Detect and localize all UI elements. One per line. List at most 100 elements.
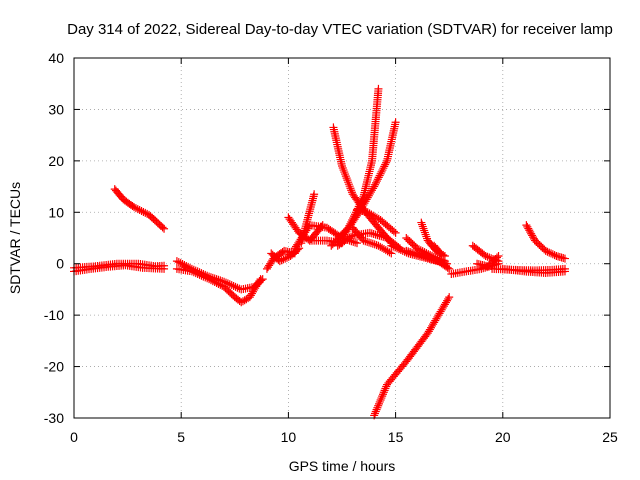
data-point	[413, 244, 422, 253]
data-point	[385, 248, 394, 257]
data-point	[380, 162, 389, 171]
data-point	[282, 253, 291, 262]
data-point	[436, 249, 445, 258]
data-point	[524, 224, 533, 233]
data-point	[419, 224, 428, 233]
data-point	[174, 258, 183, 267]
data-point	[526, 228, 535, 236]
data-point	[374, 399, 383, 408]
data-point	[178, 260, 187, 269]
data-point	[369, 184, 378, 193]
data-point	[347, 188, 356, 197]
data-point	[548, 250, 557, 259]
data-point	[339, 166, 348, 175]
data-point	[310, 190, 319, 199]
data-point	[380, 386, 389, 395]
data-points	[70, 84, 569, 420]
x-tick-label: 25	[602, 429, 618, 445]
data-point	[238, 297, 247, 306]
data-point	[418, 247, 427, 256]
data-point	[426, 251, 435, 260]
data-point	[370, 409, 379, 418]
data-point	[342, 174, 351, 183]
data-point	[347, 232, 356, 241]
data-point	[377, 167, 386, 176]
data-point	[483, 252, 492, 261]
data-point	[523, 222, 532, 231]
data-point	[379, 390, 388, 399]
data-point	[376, 169, 385, 178]
series-arc-2	[70, 259, 169, 272]
data-point	[361, 237, 370, 246]
data-point	[216, 276, 225, 285]
data-point	[187, 264, 196, 273]
data-point	[373, 403, 382, 412]
series-arc-13	[327, 84, 383, 250]
data-point	[366, 239, 375, 248]
data-point	[363, 237, 372, 246]
data-point	[379, 388, 388, 397]
data-point	[424, 250, 433, 259]
data-point	[345, 182, 354, 191]
data-point	[233, 283, 242, 292]
data-point	[374, 173, 383, 182]
data-point	[191, 266, 200, 275]
data-point	[423, 234, 432, 243]
data-point	[445, 293, 454, 302]
series-arc-4	[172, 264, 265, 307]
series-arc-21	[402, 234, 449, 266]
data-point	[220, 277, 229, 286]
data-point	[373, 175, 382, 184]
data-point	[543, 247, 552, 256]
data-point	[346, 184, 355, 193]
data-point	[221, 278, 230, 287]
data-point	[560, 267, 569, 276]
data-point	[223, 279, 232, 288]
y-tick-label: 30	[48, 101, 64, 117]
data-point	[281, 254, 290, 263]
data-point	[370, 182, 379, 191]
data-point	[396, 246, 405, 254]
x-tick-label: 15	[388, 429, 404, 445]
data-point	[377, 394, 386, 403]
data-point	[382, 158, 391, 167]
data-point	[184, 262, 193, 271]
x-axis-label: GPS time / hours	[289, 458, 396, 474]
data-point	[381, 384, 390, 393]
data-point	[275, 257, 284, 266]
data-point	[389, 242, 398, 251]
data-point	[387, 241, 396, 250]
y-tick-label: 0	[56, 256, 64, 272]
y-tick-label: 40	[48, 50, 64, 66]
data-point	[525, 226, 534, 235]
data-point	[180, 261, 189, 269]
data-point	[344, 180, 353, 189]
data-point	[422, 249, 431, 258]
data-point	[242, 295, 251, 304]
series-arc-22	[417, 218, 449, 260]
data-point	[435, 247, 444, 256]
series-arc-12	[329, 123, 396, 248]
data-point	[429, 252, 438, 261]
data-point	[338, 162, 346, 170]
data-point	[371, 180, 380, 189]
data-point	[417, 218, 426, 227]
data-point	[195, 268, 204, 277]
y-tick-label: 10	[48, 204, 64, 220]
data-point	[420, 226, 429, 235]
data-point	[378, 166, 387, 175]
data-point	[189, 265, 198, 274]
data-point	[205, 272, 214, 281]
x-tick-label: 10	[281, 429, 297, 445]
data-point	[527, 229, 536, 238]
data-point	[375, 397, 384, 406]
data-point	[347, 186, 356, 195]
series-arc-11	[305, 221, 327, 245]
chart-title: Day 314 of 2022, Sidereal Day-to-day VTE…	[67, 21, 613, 38]
data-point	[391, 243, 400, 252]
plot-frame	[73, 57, 611, 419]
data-point	[431, 253, 440, 262]
data-point	[365, 238, 374, 247]
data-point	[418, 220, 427, 229]
